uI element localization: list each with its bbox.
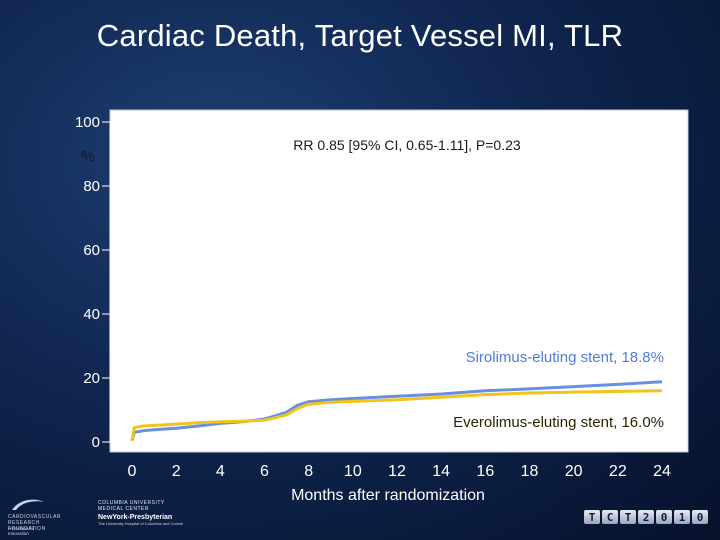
x-tick-label: 2 [172, 463, 181, 480]
y-tick-label: 100 [75, 114, 100, 131]
y-axis: 0 20 40 60 80 100 [75, 114, 111, 451]
tct-letter: 2 [638, 510, 654, 524]
tct-letter: C [602, 510, 618, 524]
crf-swoosh-icon [12, 499, 44, 510]
x-tick-label: 20 [565, 463, 583, 480]
everolimus-label: Everolimus-eluting stent, 16.0% [453, 414, 664, 431]
x-tick-label: 8 [304, 463, 313, 480]
y-tick-label: 60 [83, 242, 100, 259]
x-tick-label: 18 [521, 463, 539, 480]
crf-name: CARDIOVASCULAR RESEARCH FOUNDATION [8, 514, 62, 532]
x-tick-label: 6 [260, 463, 269, 480]
crf-logo: CARDIOVASCULAR RESEARCH FOUNDATION A Pas… [8, 496, 61, 536]
y-tick-label: 80 [83, 178, 100, 195]
columbia-line1: COLUMBIA UNIVERSITY [98, 500, 165, 506]
x-tick-label: 10 [344, 463, 362, 480]
columbia-line2: MEDICAL CENTER [98, 506, 149, 512]
tct-letter: 0 [656, 510, 672, 524]
slide-title: Cardiac Death, Target Vessel MI, TLR [96, 18, 624, 53]
xlabel: Months after randomization [291, 487, 485, 504]
columbia-nyp-logo: COLUMBIA UNIVERSITY MEDICAL CENTER NewYo… [98, 500, 218, 526]
x-tick-label: 4 [216, 463, 225, 480]
crf-tagline: A Passion for Innovation [8, 526, 35, 536]
nyp-name: NewYork-Presbyterian [98, 514, 173, 521]
y-tick-label: 0 [92, 434, 100, 451]
tct-letter: T [620, 510, 636, 524]
x-tick-label: 16 [476, 463, 494, 480]
tct-letter: 1 [674, 510, 690, 524]
series-lines [130, 380, 663, 442]
x-tick-label: 14 [432, 463, 450, 480]
x-axis: 0 2 4 6 8 10 12 14 16 18 20 22 24 [128, 463, 671, 480]
tct-letter: T [584, 510, 600, 524]
x-tick-label: 22 [609, 463, 627, 480]
y-tick-label: 20 [83, 370, 100, 387]
x-tick-label: 12 [388, 463, 406, 480]
rr-annotation: RR 0.85 [95% CI, 0.65-1.11], P=0.23 [293, 137, 521, 153]
x-tick-label: 24 [653, 463, 671, 480]
everolimus-line [130, 389, 663, 442]
nyp-sub: The University Hospital of Columbia and … [98, 521, 184, 526]
x-tick-label: 0 [128, 463, 137, 480]
sirolimus-label: Sirolimus-eluting stent, 18.8% [466, 349, 664, 366]
ylabel: % [81, 148, 94, 165]
tct-letter: 0 [692, 510, 708, 524]
sirolimus-line [130, 380, 663, 441]
y-tick-label: 40 [83, 306, 100, 323]
